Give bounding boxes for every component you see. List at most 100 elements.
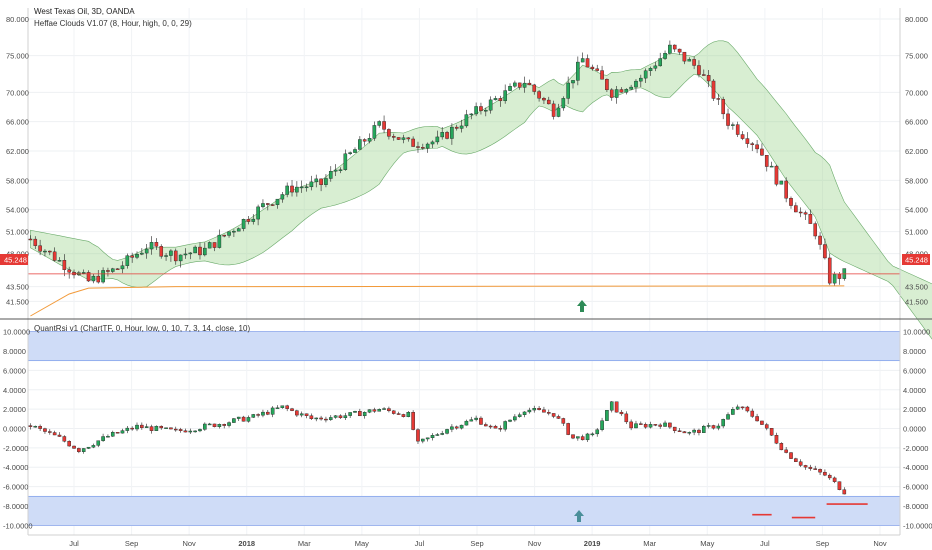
rsi-candle[interactable] bbox=[789, 452, 793, 459]
rsi-candle[interactable] bbox=[595, 429, 600, 435]
rsi-candle[interactable] bbox=[832, 477, 837, 482]
rsi-candle[interactable] bbox=[474, 417, 478, 420]
rsi-candle[interactable] bbox=[227, 422, 231, 426]
candle-body[interactable] bbox=[576, 61, 580, 81]
rsi-candle[interactable] bbox=[706, 425, 711, 427]
rsi-candle[interactable] bbox=[488, 425, 493, 428]
candle-body[interactable] bbox=[362, 139, 367, 142]
candle-body[interactable] bbox=[561, 98, 566, 109]
candle-body[interactable] bbox=[619, 89, 624, 93]
rsi-candle[interactable] bbox=[711, 425, 716, 429]
rsi-candle[interactable] bbox=[295, 410, 299, 416]
rsi-candle[interactable] bbox=[367, 409, 372, 413]
rsi-candle[interactable] bbox=[517, 414, 522, 417]
candle-body[interactable] bbox=[140, 252, 144, 255]
rsi-candle[interactable] bbox=[183, 430, 188, 433]
rsi-candle[interactable] bbox=[52, 432, 57, 436]
rsi-candle[interactable] bbox=[726, 414, 730, 420]
candle-body[interactable] bbox=[48, 250, 52, 253]
candle-body[interactable] bbox=[706, 75, 711, 82]
candle-body[interactable] bbox=[319, 178, 323, 185]
rsi-candle[interactable] bbox=[639, 423, 643, 425]
rsi-candle[interactable] bbox=[454, 426, 459, 429]
rsi-candle[interactable] bbox=[692, 429, 696, 433]
rsi-candle[interactable] bbox=[96, 440, 101, 446]
rsi-candle[interactable] bbox=[803, 465, 808, 468]
candle-body[interactable] bbox=[193, 246, 197, 254]
rsi-candle[interactable] bbox=[188, 430, 193, 433]
candle-body[interactable] bbox=[798, 211, 803, 214]
candle-body[interactable] bbox=[207, 242, 212, 249]
candle-body[interactable] bbox=[396, 137, 401, 140]
rsi-candle[interactable] bbox=[275, 407, 280, 409]
candle-body[interactable] bbox=[803, 212, 808, 215]
rsi-candle[interactable] bbox=[57, 434, 62, 437]
rsi-candle[interactable] bbox=[702, 425, 706, 433]
candle-body[interactable] bbox=[178, 254, 183, 262]
candle-body[interactable] bbox=[609, 89, 614, 98]
rsi-candle[interactable] bbox=[571, 434, 575, 439]
candle-body[interactable] bbox=[110, 268, 115, 272]
rsi-candle[interactable] bbox=[605, 410, 609, 421]
rsi-candle[interactable] bbox=[600, 420, 604, 430]
rsi-candle[interactable] bbox=[164, 427, 168, 429]
rsi-candle[interactable] bbox=[299, 413, 304, 416]
candle-body[interactable] bbox=[377, 121, 382, 126]
candle-body[interactable] bbox=[794, 205, 798, 213]
candle-body[interactable] bbox=[672, 44, 677, 50]
rsi-candle[interactable] bbox=[590, 433, 595, 436]
rsi-candle[interactable] bbox=[764, 424, 769, 429]
rsi-candle[interactable] bbox=[130, 427, 134, 430]
rsi-candle[interactable] bbox=[338, 415, 343, 419]
rsi-candle[interactable] bbox=[377, 409, 382, 412]
candle-body[interactable] bbox=[130, 255, 134, 258]
candle-body[interactable] bbox=[338, 169, 343, 171]
rsi-candle[interactable] bbox=[110, 432, 115, 437]
rsi-candle[interactable] bbox=[38, 425, 42, 429]
candle-body[interactable] bbox=[454, 126, 459, 129]
candle-body[interactable] bbox=[484, 109, 488, 112]
candle-body[interactable] bbox=[668, 44, 672, 54]
candle-body[interactable] bbox=[33, 238, 38, 246]
candle-body[interactable] bbox=[125, 255, 130, 266]
candle-body[interactable] bbox=[474, 106, 478, 115]
rsi-candle[interactable] bbox=[508, 419, 512, 422]
rsi-candle[interactable] bbox=[542, 409, 546, 413]
rsi-candle[interactable] bbox=[546, 412, 551, 414]
rsi-candle[interactable] bbox=[435, 434, 440, 436]
rsi-candle[interactable] bbox=[464, 420, 469, 426]
candle-body[interactable] bbox=[222, 234, 227, 237]
rsi-candle[interactable] bbox=[207, 423, 212, 426]
candle-body[interactable] bbox=[120, 265, 125, 270]
rsi-candle[interactable] bbox=[556, 416, 561, 419]
rsi-candle[interactable] bbox=[823, 471, 827, 476]
candle-body[interactable] bbox=[280, 194, 285, 200]
rsi-candle[interactable] bbox=[406, 412, 411, 417]
candle-body[interactable] bbox=[232, 230, 236, 233]
rsi-candle[interactable] bbox=[430, 435, 435, 439]
rsi-candle[interactable] bbox=[721, 419, 725, 427]
rsi-candle[interactable] bbox=[609, 401, 614, 411]
candle-body[interactable] bbox=[784, 180, 788, 199]
rsi-candle[interactable] bbox=[348, 412, 352, 416]
candle-body[interactable] bbox=[149, 242, 154, 250]
candle-body[interactable] bbox=[537, 91, 541, 99]
candle-body[interactable] bbox=[328, 171, 333, 179]
candle-body[interactable] bbox=[28, 238, 33, 241]
candle-body[interactable] bbox=[96, 275, 101, 283]
rsi-candle[interactable] bbox=[290, 408, 294, 411]
candle-body[interactable] bbox=[401, 137, 406, 140]
rsi-candle[interactable] bbox=[440, 433, 445, 435]
candle-body[interactable] bbox=[542, 98, 546, 101]
rsi-candle[interactable] bbox=[91, 445, 96, 448]
candle-body[interactable] bbox=[251, 218, 256, 222]
candle-body[interactable] bbox=[435, 136, 440, 143]
candle-body[interactable] bbox=[62, 260, 67, 270]
rsi-candle[interactable] bbox=[120, 430, 125, 434]
rsi-candle[interactable] bbox=[614, 401, 619, 413]
rsi-candle[interactable] bbox=[314, 417, 319, 420]
rsi-candle[interactable] bbox=[629, 421, 633, 429]
rsi-candle[interactable] bbox=[62, 436, 67, 442]
rsi-candle[interactable] bbox=[236, 416, 241, 419]
rsi-candle[interactable] bbox=[760, 420, 764, 425]
